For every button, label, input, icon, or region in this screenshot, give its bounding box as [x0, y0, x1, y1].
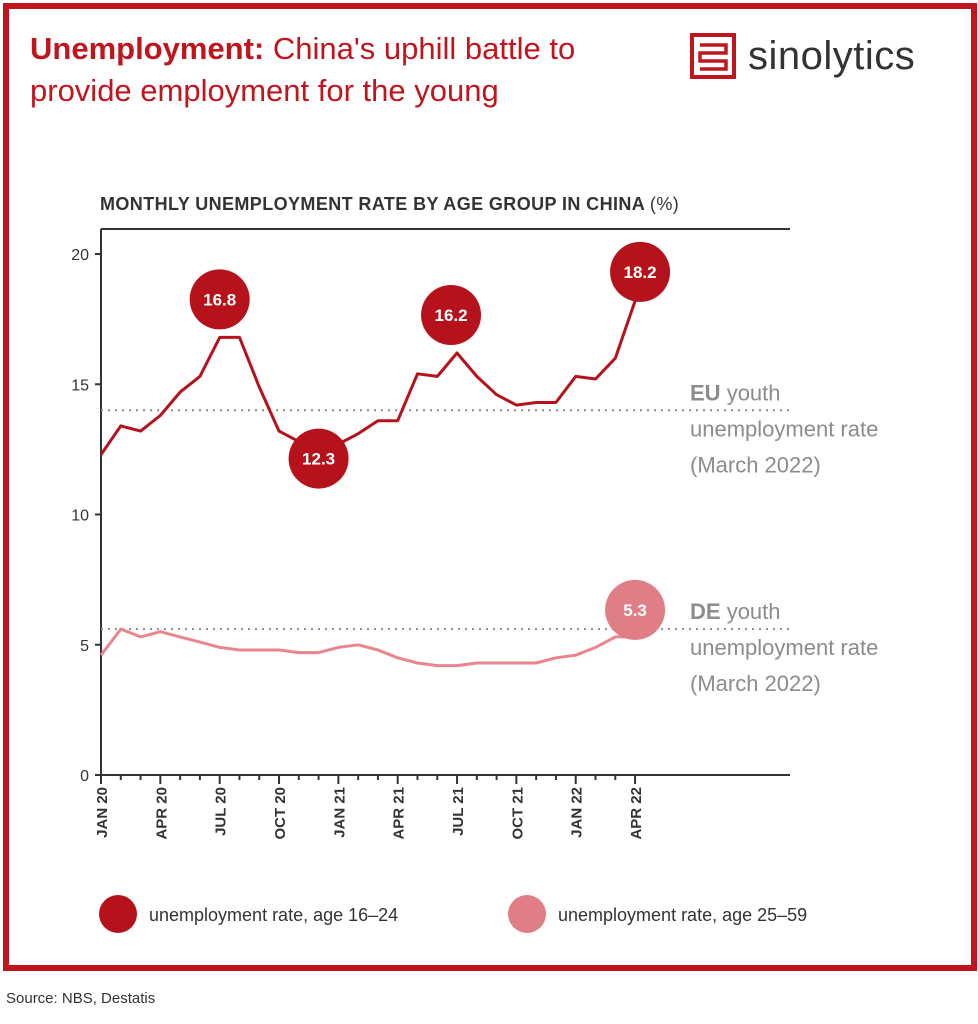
- data-label-bubble: [605, 579, 666, 640]
- x-tick-label: APR 20: [153, 787, 170, 840]
- legend-marker-age-25-59: [508, 895, 546, 933]
- sinolytics-logo-mark: [690, 33, 736, 79]
- title-rest: China's uphill battle to provide employm…: [30, 31, 576, 108]
- logo-text: sinolytics: [748, 33, 916, 78]
- series-line-age-25-59: [99, 627, 636, 668]
- chart-title-unit: (%): [650, 194, 679, 214]
- x-tick-label: JUL 20: [213, 787, 230, 836]
- x-tick-label: APR 22: [628, 787, 645, 840]
- source-note: Source: NBS, Destatis: [6, 990, 156, 1007]
- x-tick-label: OCT 20: [272, 787, 289, 840]
- title-bold: Unemployment:: [30, 31, 265, 66]
- chart-title-main: MONTHLY UNEMPLOYMENT RATE BY AGE GROUP I…: [100, 194, 650, 214]
- chart-frame: [3, 3, 977, 971]
- reference-label-bold: DE: [690, 599, 727, 624]
- reference-label-line2: unemployment rate: [690, 635, 878, 660]
- x-tick-label: OCT 21: [509, 787, 526, 840]
- y-tick-label: 15: [71, 377, 89, 394]
- legend-marker-age-16-24: [99, 895, 137, 933]
- y-tick-label: 20: [71, 247, 89, 264]
- legend-label-age-25-59: unemployment rate, age 25–59: [558, 905, 807, 925]
- data-label: 5.3: [623, 601, 647, 620]
- data-label-bubble: [288, 428, 349, 489]
- reference-label-rest: youth: [727, 599, 781, 624]
- data-label-bubble: [189, 269, 250, 330]
- y-tick-label: 0: [80, 768, 89, 785]
- legend-label-age-16-24: unemployment rate, age 16–24: [149, 905, 398, 925]
- data-label: 18.2: [624, 263, 657, 282]
- reference-label: EU youth: [690, 380, 781, 405]
- x-tick-label: APR 21: [391, 787, 408, 840]
- data-label: 12.3: [302, 450, 335, 469]
- x-tick-label: JAN 21: [331, 787, 348, 838]
- reference-label-line2: unemployment rate: [690, 416, 878, 441]
- data-label-bubble: [610, 241, 671, 302]
- y-tick-label: 10: [71, 508, 89, 525]
- reference-label-line3: (March 2022): [690, 452, 821, 477]
- reference-label-line3: (March 2022): [690, 671, 821, 696]
- reference-label-bold: EU: [690, 380, 727, 405]
- x-tick-label: JUL 21: [450, 787, 467, 836]
- data-label-bubble: [421, 284, 482, 345]
- y-tick-label: 5: [80, 638, 89, 655]
- reference-label: DE youth: [690, 599, 781, 624]
- x-tick-label: JAN 22: [569, 787, 586, 838]
- chart-title: MONTHLY UNEMPLOYMENT RATE BY AGE GROUP I…: [100, 194, 679, 214]
- data-label: 16.2: [434, 306, 467, 325]
- data-label: 16.8: [203, 290, 236, 309]
- brand-logo: sinolytics: [690, 30, 915, 82]
- page-title: Unemployment: China's uphill battle to p…: [30, 28, 670, 112]
- reference-label-rest: youth: [727, 380, 781, 405]
- series-line-age-16-24: [99, 300, 637, 457]
- x-tick-label: JAN 20: [94, 787, 111, 838]
